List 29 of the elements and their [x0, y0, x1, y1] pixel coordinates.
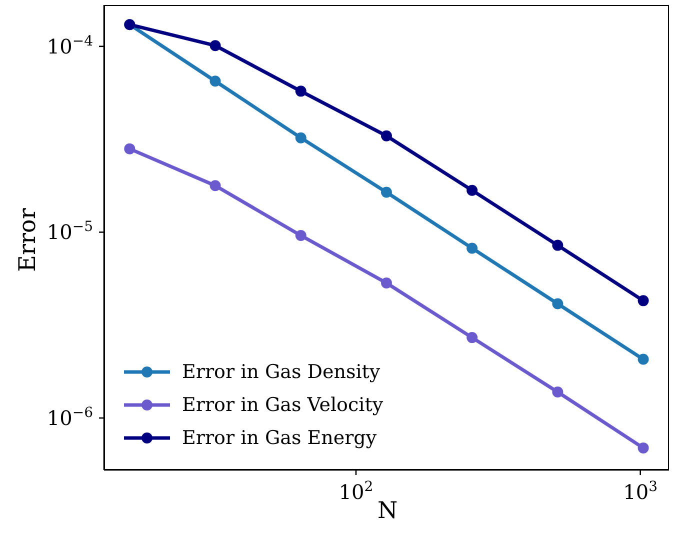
- y-tick-label: 10$^{−5}$: [46, 219, 93, 244]
- point: [638, 295, 649, 306]
- point: [210, 180, 221, 192]
- point: [380, 277, 392, 288]
- y-tick-label: 10$^{−6}$: [46, 405, 94, 430]
- point: [295, 230, 306, 241]
- legend-label: Error in Gas Density: [182, 360, 380, 382]
- y-axis-title: Error: [15, 208, 41, 272]
- point: [210, 40, 221, 52]
- point: [638, 354, 649, 365]
- point: [552, 386, 564, 398]
- point: [210, 76, 221, 87]
- legend-label: Error in Gas Energy: [182, 426, 377, 448]
- point: [380, 186, 392, 198]
- point: [466, 184, 478, 196]
- x-axis-title: N: [377, 498, 398, 524]
- point: [466, 332, 478, 344]
- point: [295, 132, 306, 144]
- point: [552, 240, 564, 251]
- point: [124, 143, 136, 154]
- x-tick-label: 10$^{3}$: [623, 479, 658, 504]
- y-tick-label: 10$^{−4}$: [46, 33, 94, 58]
- point: [638, 442, 649, 454]
- x-tick-label: 10$^{2}$: [338, 479, 374, 504]
- point: [552, 298, 564, 310]
- point: [466, 242, 478, 254]
- point: [380, 130, 392, 142]
- legend-label: Error in Gas Velocity: [182, 394, 384, 416]
- point: [295, 86, 306, 97]
